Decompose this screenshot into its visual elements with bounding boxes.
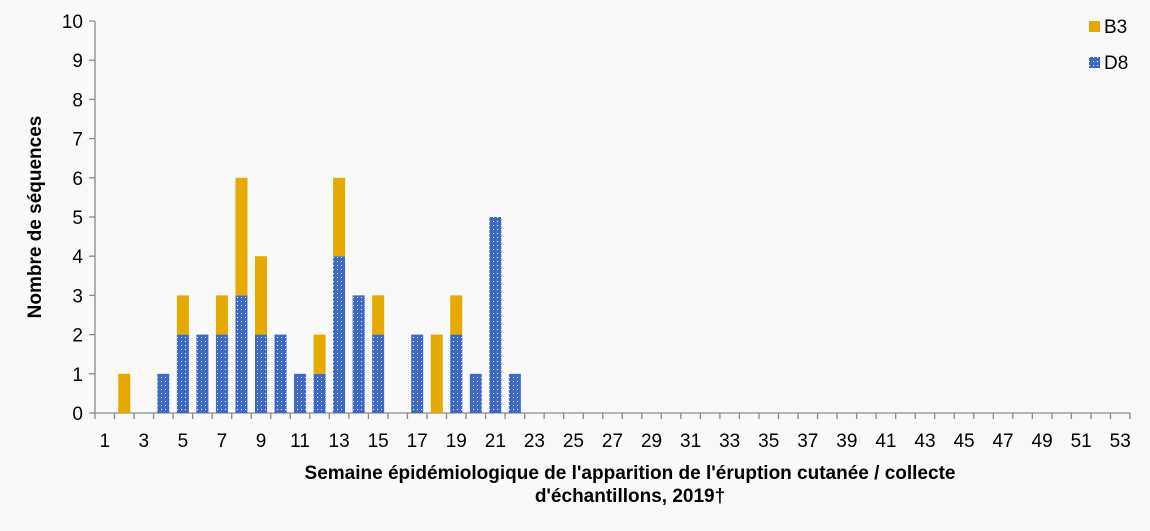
x-axis: 1 3 5 7 9 11 13 15 17 19 21 23 25 27 29 31 33 35 37 39 41 43 4… [94, 412, 1131, 452]
legend-swatch-b3 [1089, 21, 1100, 32]
x-tick-label: 15 [368, 431, 389, 452]
x-tick-label: 17 [407, 431, 428, 452]
bar-d8-week-4 [157, 373, 170, 413]
legend: B3 D8 [1089, 17, 1128, 74]
y-tick-label: 3 [72, 286, 83, 307]
bar-b3-week-7 [215, 295, 228, 335]
bar-b3-week-12 [313, 334, 326, 374]
y-axis: 0 1 2 3 4 5 6 7 8 9 10 [62, 12, 96, 425]
x-tick-label: 35 [758, 431, 779, 452]
x-tick-label: 25 [563, 431, 584, 452]
y-tick-label: 0 [72, 404, 83, 425]
x-tick-label: 53 [1110, 431, 1131, 452]
bar-d8-week-21 [489, 217, 502, 413]
x-tick-label: 41 [875, 431, 896, 452]
x-axis-title-line-2: d'échantillons, 2019† [534, 486, 726, 507]
bar-d8-week-7 [215, 334, 228, 413]
x-tick-label: 33 [719, 431, 740, 452]
x-tick-label: 47 [992, 431, 1013, 452]
y-tick-label: 9 [72, 51, 83, 72]
x-tick-label: 13 [329, 431, 350, 452]
x-tick-label: 9 [256, 431, 267, 452]
x-tick-label: 11 [290, 431, 310, 452]
x-tick-label: 37 [797, 431, 818, 452]
y-tick-label: 6 [72, 169, 83, 190]
bar-d8-week-12 [313, 373, 326, 413]
bar-d8-week-13 [333, 256, 346, 413]
y-tick-label: 2 [72, 326, 83, 347]
x-tick-label: 19 [446, 431, 467, 452]
bar-d8-week-5 [176, 334, 189, 413]
bar-d8-week-10 [274, 334, 287, 413]
x-tick-label: 31 [680, 431, 701, 452]
bar-d8-week-8 [235, 295, 248, 413]
x-tick-label: 3 [139, 431, 150, 452]
bar-b3-week-5 [176, 295, 189, 335]
bar-d8-week-6 [196, 334, 209, 413]
x-tick-label: 51 [1071, 431, 1092, 452]
x-tick-label: 27 [602, 431, 623, 452]
y-tick-label: 5 [72, 208, 83, 229]
x-tick-label: 29 [641, 431, 662, 452]
y-tick-label: 8 [72, 90, 83, 111]
bar-d8-week-15 [372, 334, 385, 413]
x-tick-label: 43 [914, 431, 935, 452]
bar-d8-week-11 [294, 373, 307, 413]
bar-d8-week-22 [508, 373, 521, 413]
bar-b3-week-9 [254, 256, 267, 335]
bar-b3-week-13 [333, 177, 346, 257]
bar-b3-week-19 [450, 295, 463, 335]
x-tick-label: 45 [953, 431, 974, 452]
bars [118, 177, 521, 413]
x-tick-label: 49 [1032, 431, 1053, 452]
x-tick-label: 23 [524, 431, 545, 452]
y-tick-label: 7 [72, 130, 83, 151]
x-tick-label: 21 [485, 431, 506, 452]
y-tick-label: 10 [62, 12, 83, 33]
legend-label-b3: B3 [1104, 17, 1127, 38]
x-tick-label: 5 [178, 431, 189, 452]
bar-b3-week-15 [372, 295, 385, 335]
bar-d8-week-14 [352, 295, 365, 413]
bar-b3-week-2 [118, 373, 131, 413]
x-axis-title: Semaine épidémiologique de l'apparition … [140, 462, 1120, 508]
legend-label-d8: D8 [1104, 53, 1128, 74]
y-axis-title: Nombre de séquences [25, 116, 46, 319]
bar-d8-week-9 [254, 334, 267, 413]
legend-swatch-d8 [1089, 57, 1100, 68]
x-tick-label: 39 [836, 431, 857, 452]
x-tick-label: 7 [217, 431, 228, 452]
bar-d8-week-17 [411, 334, 424, 413]
bar-b3-week-8 [235, 177, 248, 296]
bar-d8-week-20 [469, 373, 482, 413]
y-tick-label: 1 [72, 365, 83, 386]
bar-d8-week-19 [450, 334, 463, 413]
x-tick-label: 1 [99, 431, 110, 452]
x-axis-title-line-1: Semaine épidémiologique de l'apparition … [304, 463, 956, 484]
bar-b3-week-18 [430, 334, 443, 413]
y-tick-label: 4 [72, 247, 83, 268]
